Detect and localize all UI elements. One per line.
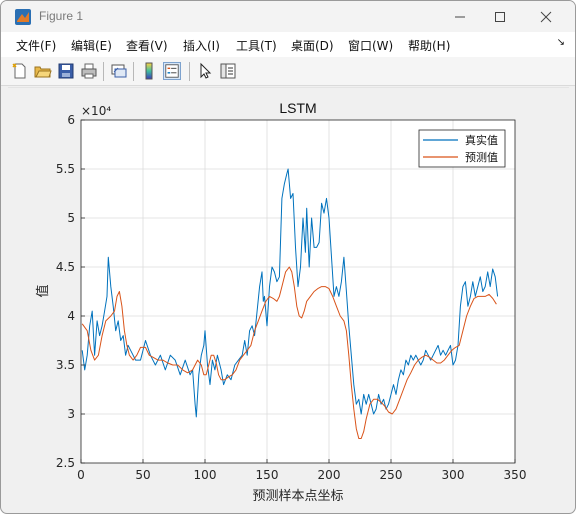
matlab-icon <box>15 9 31 25</box>
plot-svg: 0 50 100 150 200 250 300 350 2.5 3 3.5 4 4.5 5 5.5 6 LS… <box>35 100 527 504</box>
maximize-icon <box>495 11 505 22</box>
y-tick-label: 3.5 <box>56 358 75 372</box>
legend-icon[interactable] <box>163 62 181 80</box>
plot-title: LSTM <box>279 100 316 116</box>
menu-window[interactable]: 窗口(W) <box>348 39 394 53</box>
series-layer <box>81 168 499 439</box>
x-tick-label: 200 <box>318 468 341 482</box>
minimize-icon <box>455 16 465 17</box>
new-figure-icon[interactable] <box>11 62 29 80</box>
menu-insert[interactable]: 插入(I) <box>183 39 220 53</box>
y-tick-label: 4 <box>67 309 75 323</box>
title-bar: Figure 1 <box>1 1 575 32</box>
menu-tools[interactable]: 工具(T) <box>236 39 277 53</box>
grid-lines <box>81 120 515 463</box>
toolbar-separator <box>133 62 134 81</box>
toolbar-separator <box>189 62 190 81</box>
series-line-true <box>81 168 499 418</box>
x-tick-label: 300 <box>442 468 465 482</box>
axes-background[interactable] <box>81 120 515 463</box>
menu-file[interactable]: 文件(F) <box>16 39 57 53</box>
y-tick-label: 2.5 <box>56 456 75 470</box>
save-icon[interactable] <box>57 62 75 80</box>
y-tick-label: 5 <box>67 211 75 225</box>
y-tick-label: 3 <box>67 407 75 421</box>
x-tick-label: 0 <box>77 468 85 482</box>
maximize-button[interactable] <box>477 1 523 32</box>
menu-edit[interactable]: 编辑(E) <box>71 39 112 53</box>
y-exponent-label: ×10⁴ <box>81 104 111 118</box>
menu-bar: 文件(F) 编辑(E) 查看(V) 插入(I) 工具(T) 桌面(D) 窗口(W… <box>1 32 575 57</box>
y-axis-label: 值 <box>35 284 51 297</box>
toolbar-separator <box>103 62 104 81</box>
y-tick-label: 5.5 <box>56 162 75 176</box>
x-axis-label: 预测样本点坐标 <box>252 489 343 504</box>
legend[interactable]: 真实值 预测值 <box>418 129 506 168</box>
x-tick-label: 350 <box>504 468 527 482</box>
y-tick-label: 4.5 <box>56 260 75 274</box>
close-icon <box>540 11 552 22</box>
menu-desktop[interactable]: 桌面(D) <box>291 39 334 53</box>
legend-label-pred: 预测值 <box>465 151 498 164</box>
pointer-icon[interactable] <box>196 62 214 80</box>
minimize-button[interactable] <box>437 1 483 32</box>
window-title: Figure 1 <box>39 9 84 23</box>
figure-canvas: 0 50 100 150 200 250 300 350 2.5 3 3.5 4 4.5 5 5.5 6 LS… <box>8 87 569 508</box>
axis-ticks: 0 50 100 150 200 250 300 350 2.5 3 3.5 4 4.5 5 5.5 6 <box>56 113 527 482</box>
x-tick-label: 50 <box>135 468 150 482</box>
close-button[interactable] <box>523 1 569 32</box>
x-tick-label: 150 <box>256 468 279 482</box>
link-icon[interactable] <box>110 62 128 80</box>
legend-box <box>418 129 506 168</box>
toolbar <box>1 57 575 86</box>
property-inspector-icon[interactable] <box>219 62 237 80</box>
menu-help[interactable]: 帮助(H) <box>408 39 451 53</box>
menu-view[interactable]: 查看(V) <box>126 39 168 53</box>
open-folder-icon[interactable] <box>34 62 52 80</box>
axes-box <box>80 119 516 464</box>
series-line-pred <box>81 266 497 439</box>
colorbar-icon[interactable] <box>140 62 158 80</box>
x-tick-label: 100 <box>194 468 217 482</box>
print-icon[interactable] <box>80 62 98 80</box>
menu-overflow-icon[interactable]: ↘ <box>556 37 565 48</box>
y-tick-label: 6 <box>67 113 75 127</box>
x-tick-label: 250 <box>380 468 403 482</box>
legend-label-true: 真实值 <box>465 133 498 147</box>
